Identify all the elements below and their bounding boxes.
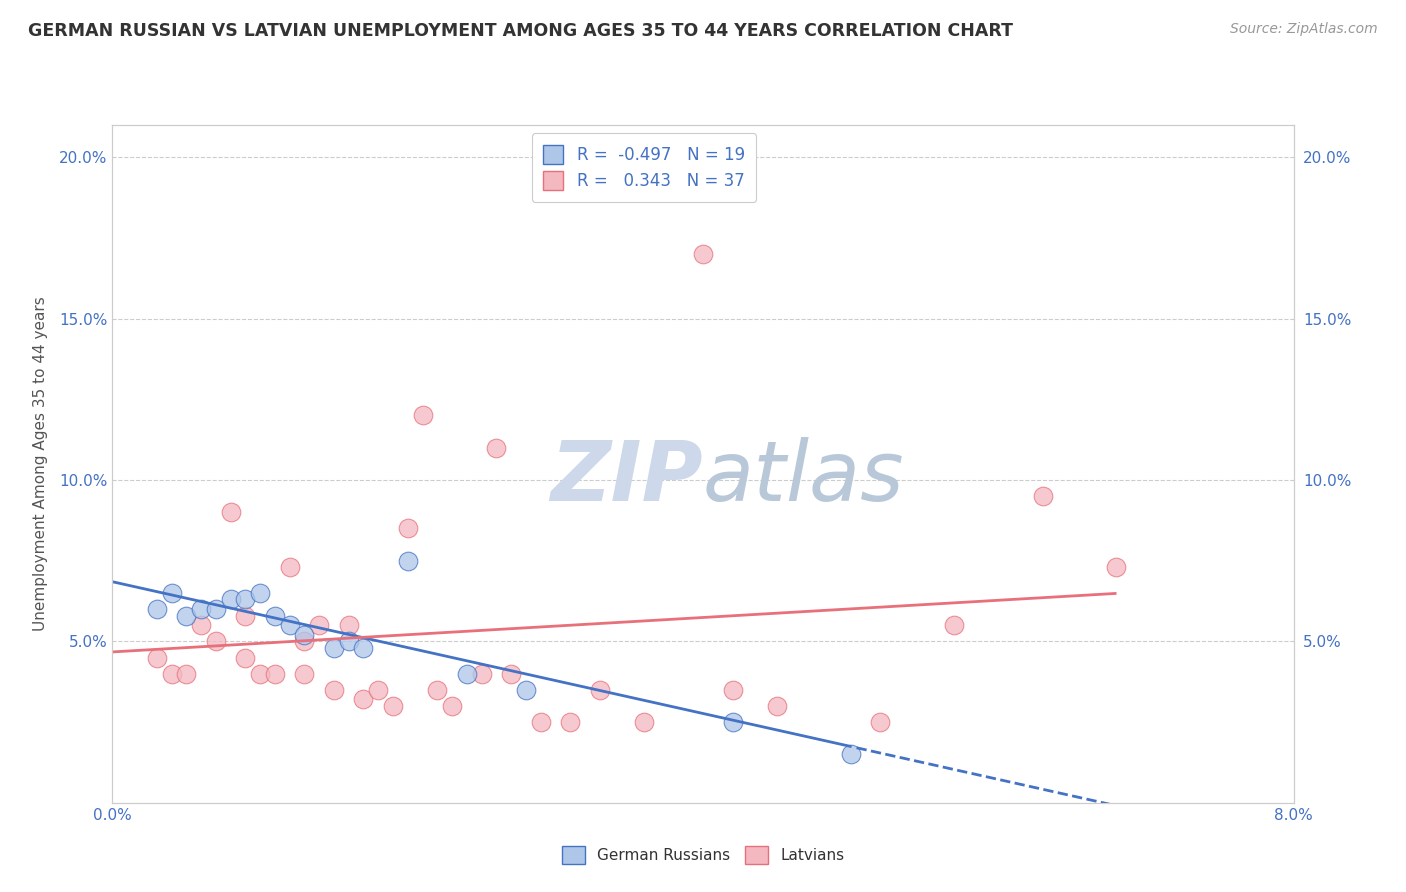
Point [765, 698, 787, 713]
Text: GERMAN RUSSIAN VS LATVIAN UNEMPLOYMENT AMONG AGES 35 TO 44 YEARS CORRELATION CHA: GERMAN RUSSIAN VS LATVIAN UNEMPLOYMENT A… [28, 22, 1014, 40]
Point [942, 618, 965, 632]
Point [264, 608, 287, 623]
Point [292, 634, 315, 648]
Point [839, 747, 862, 762]
Point [308, 618, 330, 632]
Point [352, 640, 374, 655]
Point [485, 441, 508, 455]
Point [337, 634, 360, 648]
Point [412, 409, 434, 423]
Point [396, 554, 419, 568]
Point [292, 666, 315, 681]
Point [382, 698, 405, 713]
Point [323, 640, 346, 655]
Text: Source: ZipAtlas.com: Source: ZipAtlas.com [1230, 22, 1378, 37]
Point [205, 602, 228, 616]
Point [233, 592, 256, 607]
Point [323, 682, 346, 697]
Point [190, 618, 212, 632]
Legend: German Russians, Latvians: German Russians, Latvians [555, 840, 851, 870]
Point [441, 698, 464, 713]
Point [233, 650, 256, 665]
Point [292, 628, 315, 642]
Point [1105, 560, 1128, 574]
Point [264, 666, 287, 681]
Point [1032, 489, 1054, 503]
Point [160, 586, 183, 600]
Point [278, 560, 301, 574]
Point [396, 521, 419, 535]
Point [515, 682, 537, 697]
Point [337, 618, 360, 632]
Point [352, 692, 374, 706]
Point [588, 682, 610, 697]
Text: ZIP: ZIP [550, 437, 703, 518]
Point [146, 602, 169, 616]
Point [219, 505, 242, 519]
Point [146, 650, 169, 665]
Point [529, 715, 551, 730]
Point [278, 618, 301, 632]
Point [426, 682, 449, 697]
Point [367, 682, 389, 697]
Point [219, 592, 242, 607]
Point [249, 586, 271, 600]
Point [721, 682, 744, 697]
Point [721, 715, 744, 730]
Point [174, 666, 197, 681]
Point [692, 247, 714, 261]
Point [174, 608, 197, 623]
Point [456, 666, 478, 681]
Y-axis label: Unemployment Among Ages 35 to 44 years: Unemployment Among Ages 35 to 44 years [34, 296, 48, 632]
Point [471, 666, 494, 681]
Point [205, 634, 228, 648]
Point [190, 602, 212, 616]
Point [560, 715, 582, 730]
Point [869, 715, 891, 730]
Point [233, 608, 256, 623]
Point [633, 715, 655, 730]
Point [501, 666, 523, 681]
Point [160, 666, 183, 681]
Text: atlas: atlas [703, 437, 904, 518]
Point [249, 666, 271, 681]
